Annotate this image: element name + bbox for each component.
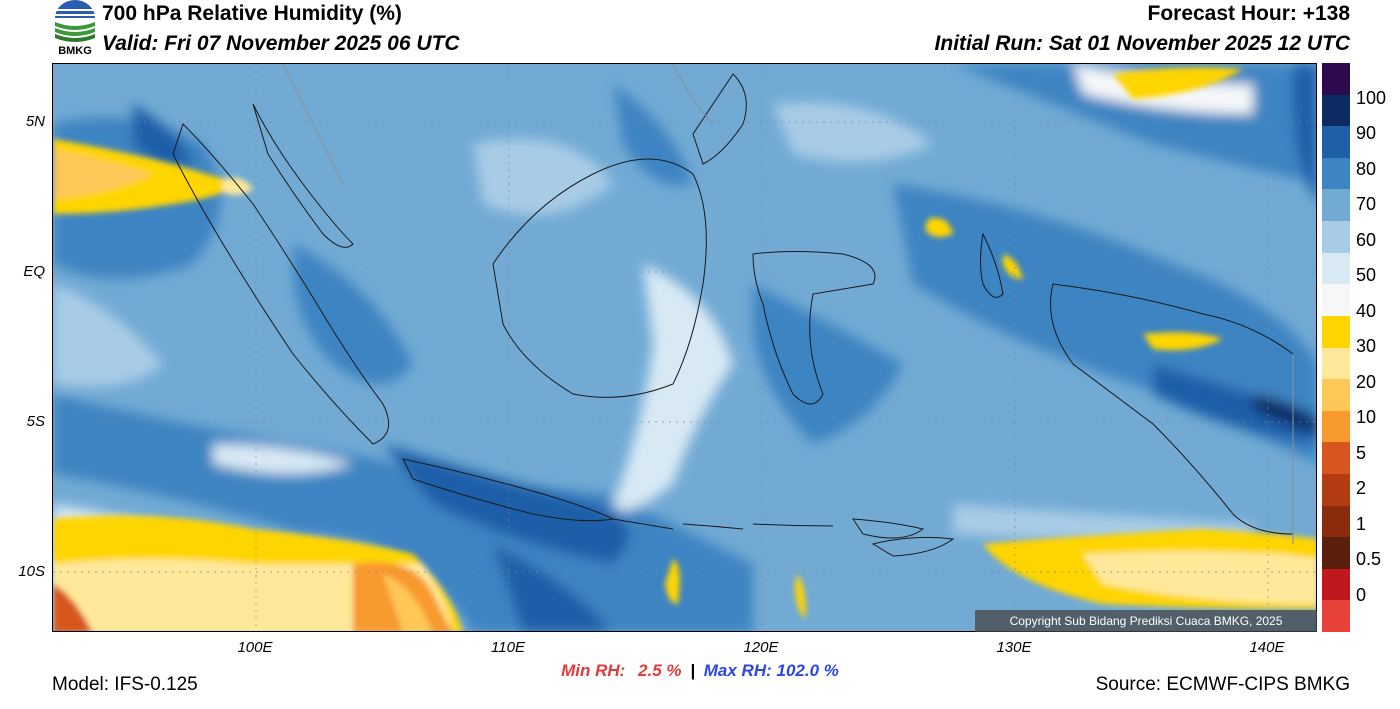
colorbar-segment (1322, 473, 1350, 507)
max-rh-label: Max RH: (703, 661, 772, 680)
colorbar-segment (1322, 221, 1350, 254)
colorbar-label: 20 (1356, 372, 1377, 392)
colorbar-label: 90 (1356, 123, 1377, 143)
colorbar-label: 0 (1356, 585, 1367, 605)
lon-label-140e: 140E (1249, 639, 1285, 656)
colorbar-segment (1322, 505, 1350, 538)
colorbar-label: 60 (1356, 230, 1377, 250)
initial-run: Initial Run: Sat 01 November 2025 12 UTC (934, 32, 1350, 55)
colorbar-label: 2 (1356, 478, 1367, 498)
lat-label-eq: EQ (23, 263, 45, 280)
colorbar-segment (1322, 568, 1350, 601)
colorbar-label: 50 (1356, 265, 1377, 285)
colorbar-label: 80 (1356, 159, 1377, 179)
bmkg-logo-icon (55, 0, 95, 42)
colorbar-segment (1322, 189, 1350, 222)
colorbar-segment (1322, 379, 1350, 412)
colorbar-segment (1322, 94, 1350, 127)
humidity-map[interactable] (52, 63, 1317, 632)
source-label: Source: ECMWF-CIPS BMKG (1095, 674, 1350, 695)
colorbar (1322, 63, 1350, 633)
max-rh-value: 102.0 % (776, 661, 839, 680)
model-label: Model: IFS-0.125 (52, 674, 198, 695)
lon-label-120e: 120E (743, 639, 779, 656)
copyright-notice: Copyright Sub Bidang Prediksi Cuaca BMKG… (975, 610, 1317, 632)
colorbar-label: 70 (1356, 194, 1377, 214)
min-max-separator: | (690, 661, 696, 680)
colorbar-segment (1322, 157, 1350, 190)
colorbar-segment (1322, 315, 1350, 348)
colorbar-segment (1322, 284, 1350, 317)
colorbar-segment (1322, 347, 1350, 380)
colorbar-segment (1322, 252, 1350, 285)
colorbar-segment (1322, 410, 1350, 443)
colorbar-label: 10 (1356, 407, 1377, 427)
colorbar-label: 30 (1356, 336, 1377, 356)
colorbar-label: 100 (1356, 88, 1387, 108)
colorbar-label: 1 (1356, 514, 1367, 534)
lon-label-130e: 130E (996, 639, 1032, 656)
bmkg-logo: BMKG (52, 0, 98, 60)
lat-label-5s: 5S (26, 413, 45, 430)
lon-label-100e: 100E (237, 639, 273, 656)
min-max-readout: Min RH: 2.5 % | Max RH: 102.0 % (0, 661, 1400, 681)
colorbar-label: 0.5 (1356, 549, 1382, 569)
lat-label-5n: 5N (25, 113, 45, 130)
valid-time: Valid: Fri 07 November 2025 06 UTC (102, 32, 460, 55)
logo-text: BMKG (58, 45, 92, 57)
colorbar-label: 5 (1356, 443, 1367, 463)
lon-label-110e: 110E (491, 639, 525, 656)
colorbar-segment (1322, 442, 1350, 475)
colorbar-segment (1322, 63, 1350, 96)
colorbar-segment (1322, 600, 1350, 633)
colorbar-segment (1322, 537, 1350, 570)
map-title: 700 hPa Relative Humidity (%) (102, 2, 402, 25)
humidity-field (53, 64, 1316, 631)
min-rh-value: 2.5 % (638, 661, 682, 680)
min-rh-label: Min RH: (561, 661, 626, 680)
colorbar-label: 40 (1356, 301, 1377, 321)
colorbar-segment (1322, 126, 1350, 159)
lat-label-10s: 10S (18, 563, 45, 580)
forecast-hour: Forecast Hour: +138 (1147, 2, 1351, 25)
